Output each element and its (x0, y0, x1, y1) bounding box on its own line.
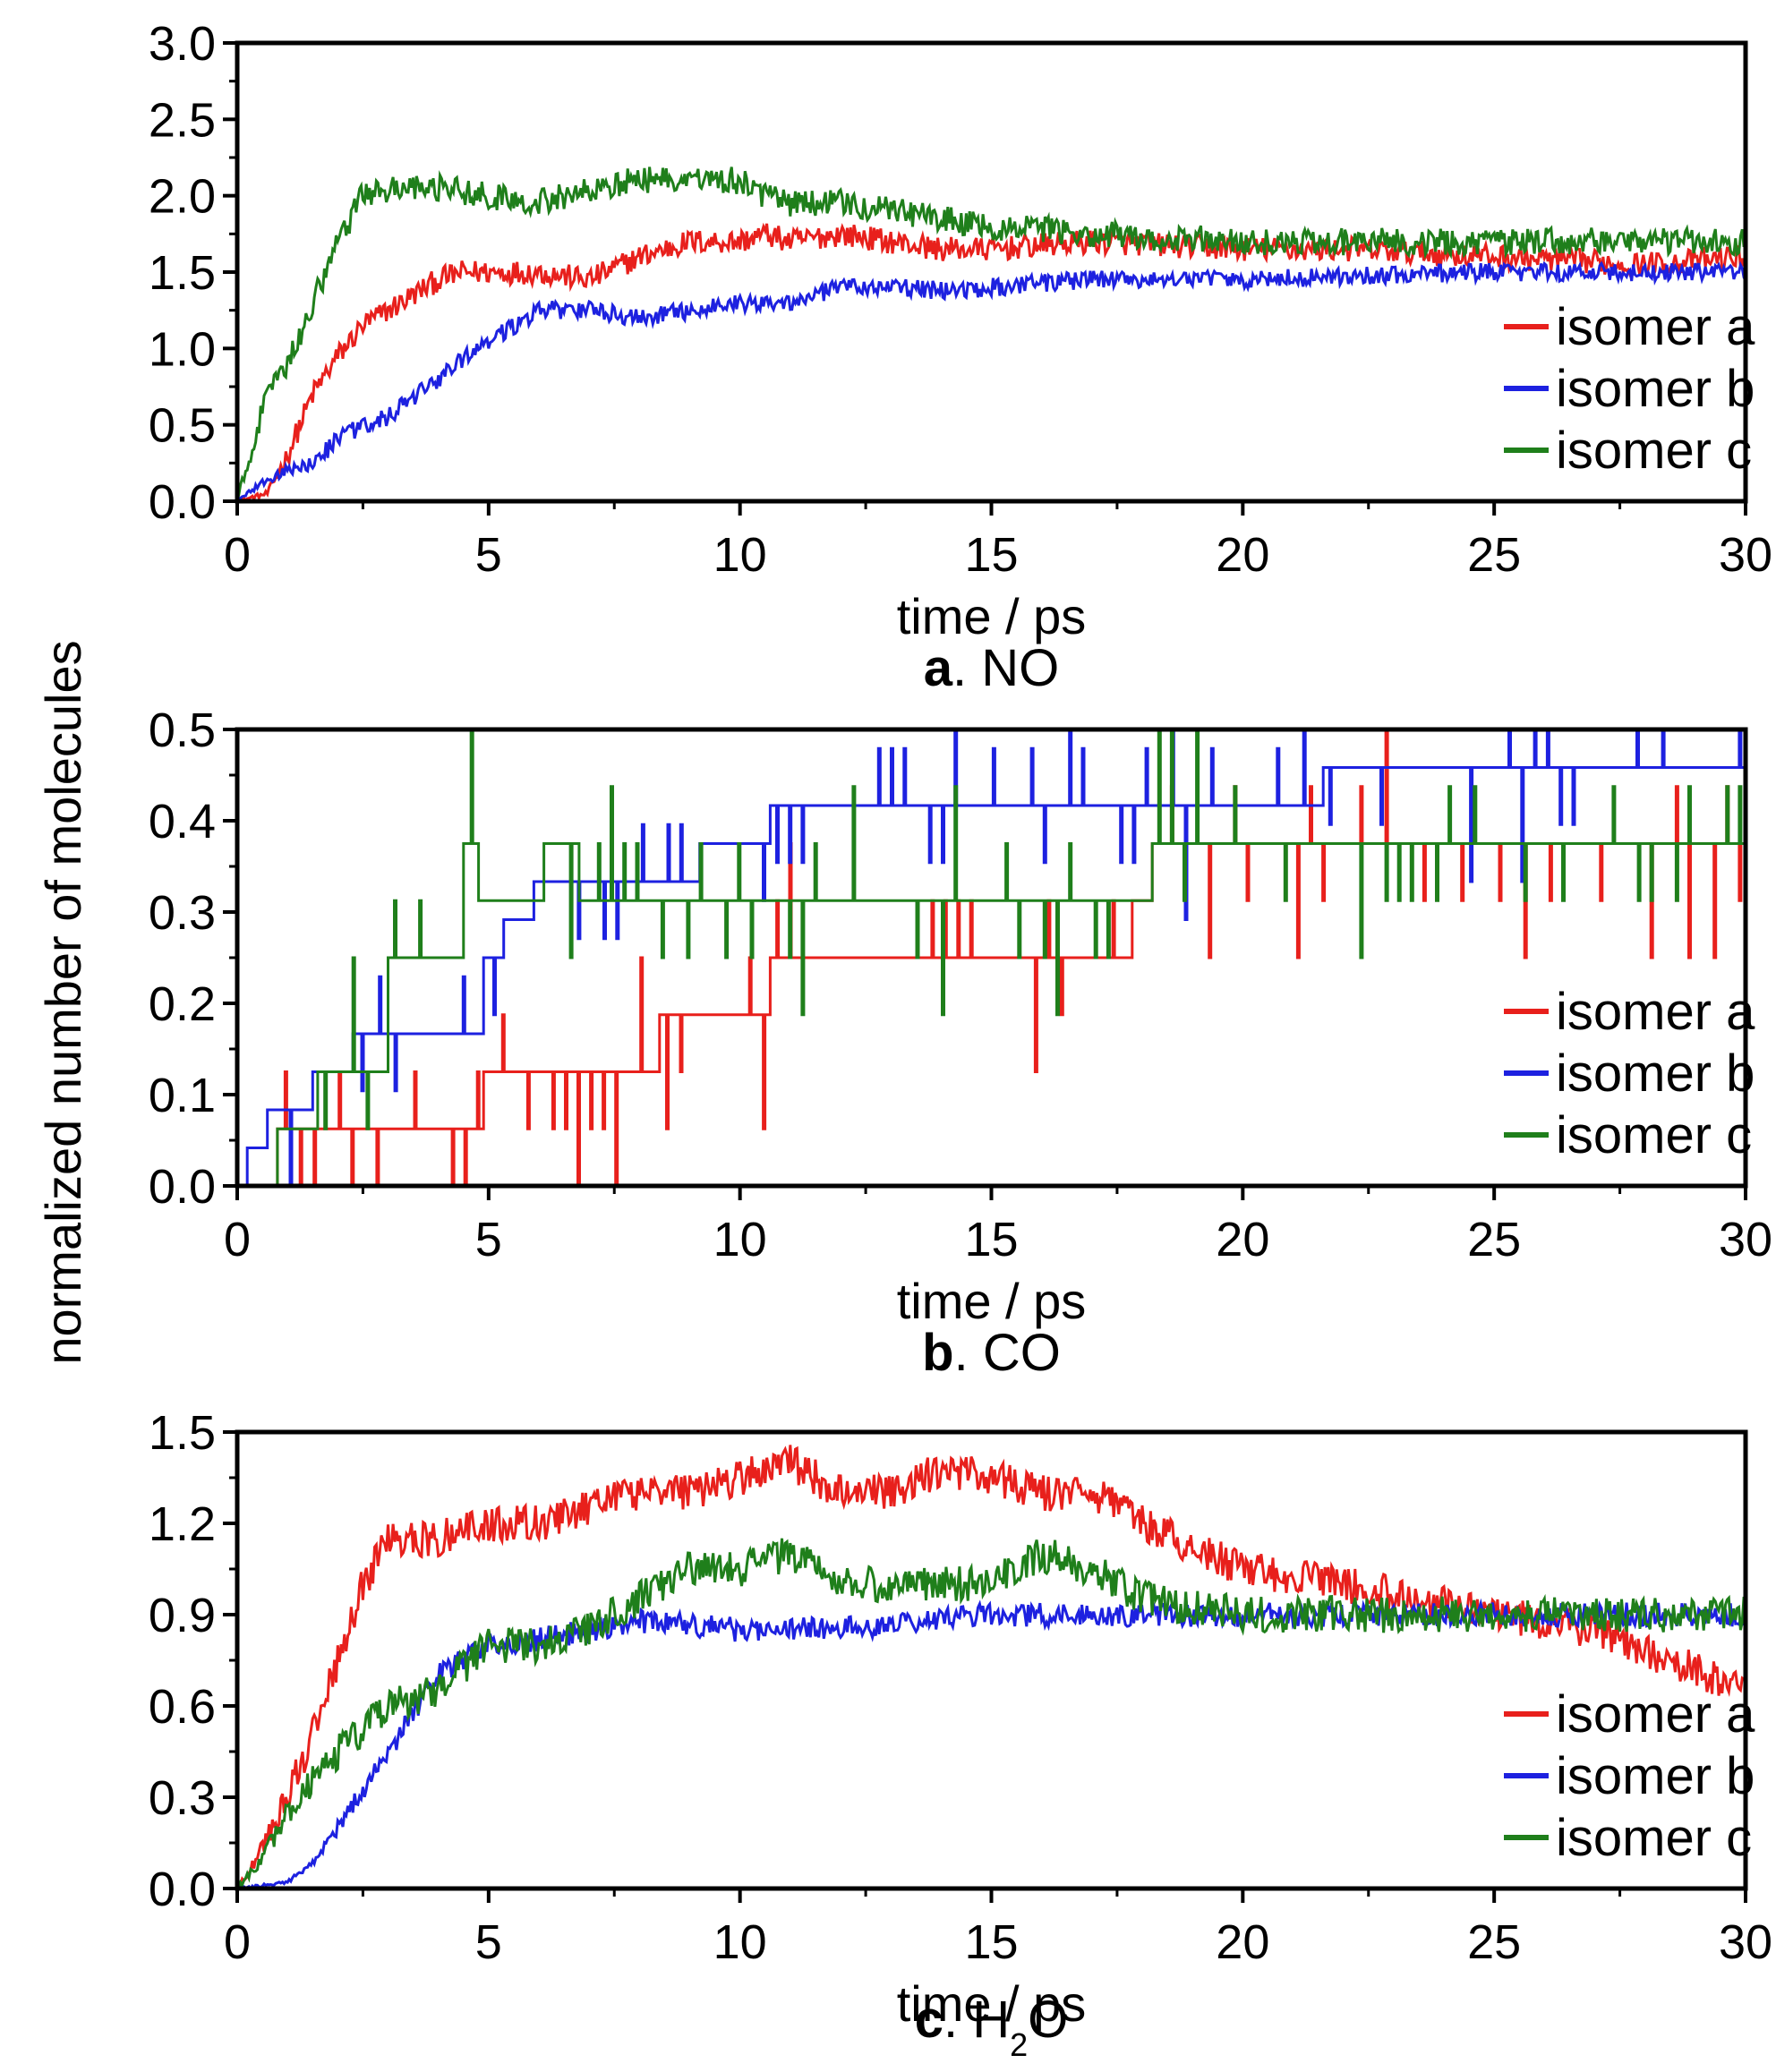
x-tick-label: 30 (1719, 528, 1772, 582)
legend-label: isomer c (1556, 1809, 1752, 1867)
legend-label: isomer a (1556, 1685, 1755, 1744)
series-line-isomer-a (237, 1445, 1746, 1889)
x-tick-label: 5 (475, 1915, 502, 1969)
panel-caption-subscript: 2 (1010, 2026, 1028, 2063)
x-tick-label: 10 (713, 1915, 767, 1969)
y-tick-label: 0.3 (149, 1771, 216, 1825)
series-line-isomer-c (237, 166, 1746, 501)
legend-label: isomer a (1556, 983, 1755, 1041)
x-tick-label: 15 (964, 1213, 1018, 1266)
y-tick-label: 0.4 (149, 795, 216, 848)
y-tick-label: 0.3 (149, 886, 216, 940)
x-tick-label: 30 (1719, 1915, 1772, 1969)
legend-label: isomer c (1556, 1106, 1752, 1164)
y-tick-label: 3.0 (149, 17, 216, 71)
panel-caption-text: . CO (954, 1324, 1061, 1382)
x-tick-label: 15 (964, 528, 1018, 582)
series-group (237, 1445, 1746, 1889)
series-line-isomer-b (237, 260, 1746, 501)
legend-label: isomer c (1556, 422, 1752, 480)
figure-ylabel: normalized number of molecules (35, 640, 91, 1364)
x-tick-label: 10 (713, 528, 767, 582)
x-tick-label: 25 (1467, 1915, 1521, 1969)
y-tick-label: 1.5 (149, 1406, 216, 1460)
y-tick-label: 1.5 (149, 246, 216, 300)
series-line-isomer-c (237, 1538, 1746, 1889)
panel-caption-text: . NO (952, 639, 1059, 697)
panel-letter: b (922, 1324, 953, 1382)
y-tick-label: 0.1 (149, 1069, 216, 1122)
x-tick-label: 0 (224, 1915, 251, 1969)
x-axis-title: time / ps (897, 1975, 1087, 2032)
panel-letter: c (915, 1991, 944, 2049)
x-tick-label: 20 (1216, 528, 1269, 582)
series-group (237, 728, 1746, 1186)
y-tick-label: 0.5 (149, 399, 216, 453)
y-tick-label: 0.5 (149, 703, 216, 757)
panel-caption: c. H2O (915, 1991, 1069, 2063)
legend-label: isomer b (1556, 1045, 1755, 1103)
panel-a: 0 5 10 15 20 25 30 0.0 0.5 1.0 1.5 2.0 2.5 3.0 time / … (149, 17, 1772, 697)
x-tick-label: 5 (475, 1213, 502, 1266)
x-tick-label: 20 (1216, 1915, 1269, 1969)
y-tick-label: 0.0 (149, 1863, 216, 1916)
x-tick-label: 25 (1467, 528, 1521, 582)
panel-caption-text: . H (944, 1991, 1010, 2049)
y-tick-label: 1.2 (149, 1497, 216, 1551)
panel-c: 0 5 10 15 20 25 30 0.0 0.3 0.6 0.9 1.2 1.5 time / psc… (149, 1406, 1772, 2063)
x-tick-label: 5 (475, 528, 502, 582)
series-line-isomer-a (237, 222, 1746, 501)
y-tick-label: 0.0 (149, 1160, 216, 1214)
panel-caption-tail: O (1028, 1991, 1068, 2049)
legend-label: isomer b (1556, 1747, 1755, 1805)
y-tick-label: 1.0 (149, 322, 216, 376)
legend-label: isomer a (1556, 298, 1755, 356)
x-axis-title: time / ps (897, 588, 1087, 644)
y-tick-label: 0.2 (149, 977, 216, 1031)
panel-b: 0 5 10 15 20 25 30 0.0 0.1 0.2 0.3 0.4 0.5 time / psb… (149, 703, 1772, 1382)
y-tick-label: 2.5 (149, 93, 216, 147)
panel-caption: b. CO (922, 1324, 1061, 1382)
series-line-isomer-b (237, 1598, 1746, 1889)
series-group (237, 166, 1746, 501)
x-tick-label: 15 (964, 1915, 1018, 1969)
series-line-isomer-c (237, 728, 1746, 1186)
x-tick-label: 25 (1467, 1213, 1521, 1266)
x-tick-label: 20 (1216, 1213, 1269, 1266)
panel-letter: a (924, 639, 953, 697)
x-tick-label: 10 (713, 1213, 767, 1266)
x-tick-label: 0 (224, 1213, 251, 1266)
y-tick-label: 0.0 (149, 475, 216, 529)
x-tick-label: 30 (1719, 1213, 1772, 1266)
legend-label: isomer b (1556, 360, 1755, 418)
y-tick-label: 2.0 (149, 170, 216, 224)
x-axis-title: time / ps (897, 1273, 1087, 1329)
panel-caption: a. NO (924, 639, 1060, 697)
x-tick-label: 0 (224, 528, 251, 582)
y-tick-label: 0.9 (149, 1589, 216, 1642)
y-tick-label: 0.6 (149, 1680, 216, 1734)
